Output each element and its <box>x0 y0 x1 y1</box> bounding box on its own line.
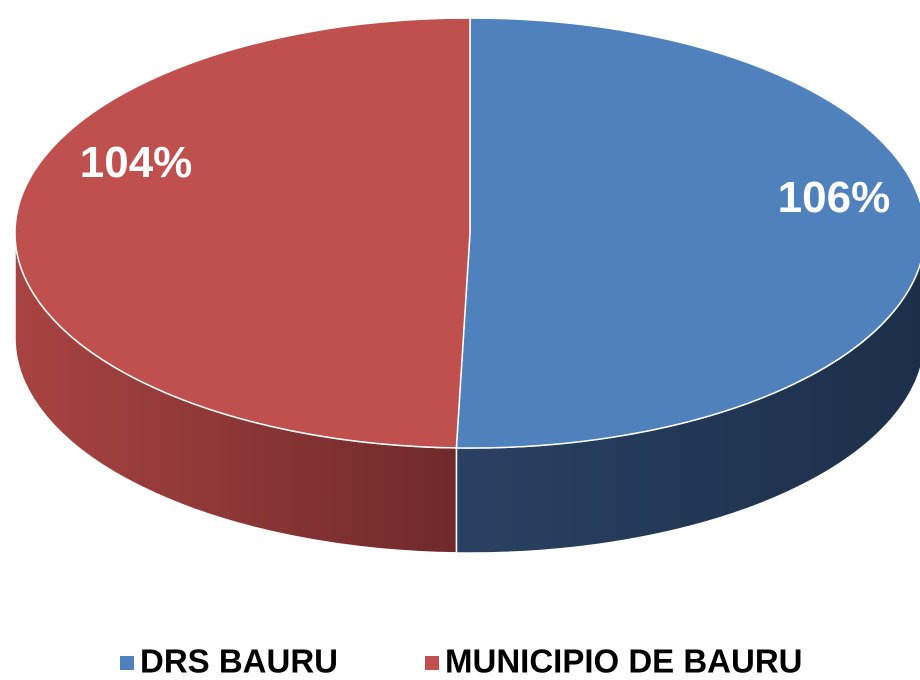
slice <box>455 17 920 449</box>
legend-label: DRS BAURU <box>140 643 338 680</box>
value-label: 104% <box>80 138 193 187</box>
legend-swatch <box>120 656 134 670</box>
legend-swatch <box>425 656 439 670</box>
value-label: 106% <box>778 173 891 222</box>
legend-label: MUNICIPIO DE BAURU <box>445 643 803 680</box>
slice <box>14 17 471 449</box>
